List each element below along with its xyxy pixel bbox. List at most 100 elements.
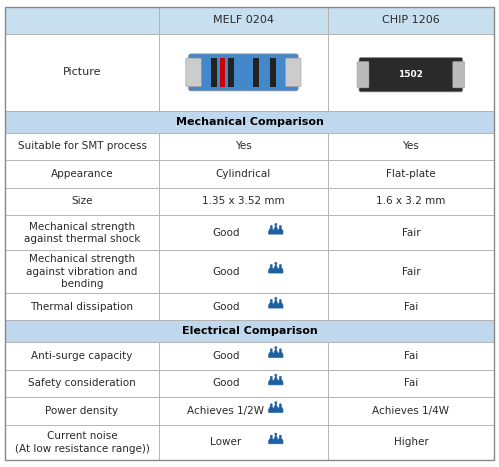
Bar — [261, 58, 267, 87]
Text: Thermal dissipation: Thermal dissipation — [30, 302, 134, 311]
Bar — [328, 293, 494, 320]
Bar — [5, 250, 159, 293]
Bar — [5, 111, 494, 133]
Text: 1502: 1502 — [398, 70, 423, 79]
Text: Good: Good — [212, 228, 240, 238]
Text: 1.6 x 3.2 mm: 1.6 x 3.2 mm — [376, 196, 446, 206]
Polygon shape — [268, 403, 283, 412]
FancyBboxPatch shape — [285, 58, 301, 87]
Bar — [5, 160, 159, 188]
Circle shape — [274, 347, 277, 349]
Circle shape — [279, 264, 281, 267]
Circle shape — [270, 403, 272, 406]
Bar — [253, 58, 259, 87]
Text: Mechanical Comparison: Mechanical Comparison — [176, 117, 323, 127]
Bar — [159, 293, 328, 320]
Text: CHIP 1206: CHIP 1206 — [382, 15, 440, 26]
Text: Anti-surge capacity: Anti-surge capacity — [31, 351, 133, 361]
Bar — [5, 425, 159, 460]
FancyBboxPatch shape — [357, 62, 369, 88]
Text: Fai: Fai — [404, 302, 418, 311]
Text: Cylindrical: Cylindrical — [216, 169, 271, 179]
Polygon shape — [268, 348, 283, 357]
Bar — [328, 188, 494, 215]
Circle shape — [279, 226, 281, 227]
Bar — [241, 58, 247, 87]
Text: Picture: Picture — [63, 67, 101, 78]
Bar — [159, 34, 328, 111]
Polygon shape — [268, 225, 283, 234]
Text: MELF 0204: MELF 0204 — [213, 15, 274, 26]
Bar — [159, 160, 328, 188]
Text: Achieves 1/2W: Achieves 1/2W — [188, 406, 264, 416]
Bar — [5, 293, 159, 320]
Text: Yes: Yes — [235, 142, 252, 151]
Circle shape — [279, 403, 281, 406]
Bar — [328, 250, 494, 293]
Bar — [328, 370, 494, 397]
Text: Good: Good — [212, 351, 240, 361]
Bar — [220, 58, 226, 87]
Text: Current noise
(At low resistance range)): Current noise (At low resistance range)) — [14, 431, 149, 453]
Polygon shape — [268, 435, 283, 444]
Circle shape — [279, 349, 281, 351]
Bar — [211, 58, 217, 87]
Circle shape — [274, 223, 277, 226]
Circle shape — [279, 376, 281, 378]
FancyBboxPatch shape — [453, 62, 465, 88]
Bar — [328, 160, 494, 188]
Text: Size: Size — [71, 196, 93, 206]
Bar — [5, 215, 159, 250]
Bar — [328, 34, 494, 111]
Bar — [159, 7, 328, 34]
Bar — [5, 188, 159, 215]
Text: Fair: Fair — [402, 267, 420, 276]
FancyBboxPatch shape — [186, 58, 202, 87]
Text: Fair: Fair — [402, 228, 420, 238]
Bar — [159, 370, 328, 397]
Text: Appearance: Appearance — [51, 169, 113, 179]
Bar — [159, 250, 328, 293]
Circle shape — [279, 435, 281, 437]
Circle shape — [270, 264, 272, 267]
Circle shape — [270, 226, 272, 227]
Bar — [5, 397, 159, 425]
Text: Power density: Power density — [45, 406, 119, 416]
Text: Electrical Comparison: Electrical Comparison — [182, 326, 317, 336]
Circle shape — [270, 435, 272, 437]
Polygon shape — [268, 299, 283, 308]
Text: Good: Good — [212, 267, 240, 276]
Bar — [328, 342, 494, 370]
Circle shape — [279, 299, 281, 302]
Text: Mechanical strength
against thermal shock: Mechanical strength against thermal shoc… — [24, 221, 140, 244]
Bar — [5, 342, 159, 370]
Text: Flat-plate: Flat-plate — [386, 169, 436, 179]
Text: Yes: Yes — [403, 142, 419, 151]
Bar — [5, 7, 159, 34]
Circle shape — [274, 433, 277, 435]
Bar — [270, 58, 275, 87]
Text: Mechanical strength
against vibration and
bending: Mechanical strength against vibration an… — [26, 254, 138, 289]
Polygon shape — [268, 264, 283, 273]
Circle shape — [270, 376, 272, 378]
Bar — [159, 397, 328, 425]
Circle shape — [270, 349, 272, 351]
Text: Good: Good — [212, 302, 240, 311]
Bar — [328, 7, 494, 34]
Bar — [159, 342, 328, 370]
Bar — [5, 133, 159, 160]
Circle shape — [274, 262, 277, 264]
Text: Safety consideration: Safety consideration — [28, 378, 136, 389]
Text: Good: Good — [212, 378, 240, 389]
Text: Fai: Fai — [404, 351, 418, 361]
Circle shape — [274, 374, 277, 376]
Text: Suitable for SMT process: Suitable for SMT process — [17, 142, 147, 151]
Text: Achieves 1/4W: Achieves 1/4W — [372, 406, 450, 416]
Circle shape — [270, 299, 272, 302]
Bar — [5, 370, 159, 397]
Bar — [5, 320, 494, 342]
Bar — [328, 397, 494, 425]
FancyBboxPatch shape — [359, 57, 463, 92]
Polygon shape — [268, 376, 283, 385]
Circle shape — [274, 297, 277, 299]
